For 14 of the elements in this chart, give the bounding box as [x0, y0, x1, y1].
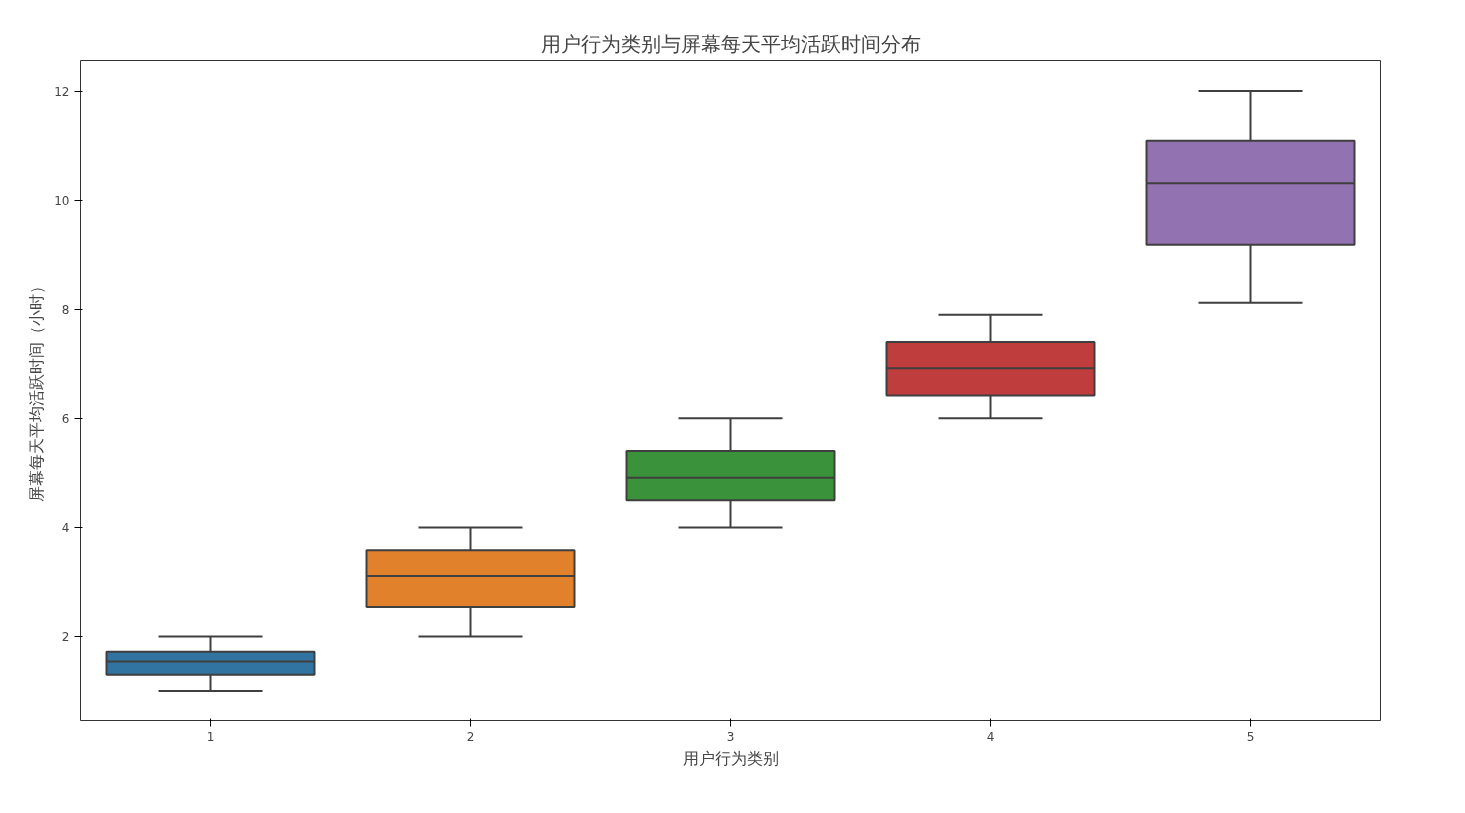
chart-title: 用户行为类别与屏幕每天平均活跃时间分布	[540, 31, 921, 56]
x-tick-label: 2	[466, 729, 475, 744]
y-tick-label: 8	[61, 302, 70, 317]
y-tick-label: 2	[61, 630, 70, 644]
y-tick-label: 12	[54, 84, 70, 99]
x-tick-label: 5	[1246, 729, 1255, 744]
y-axis-title: 屏幕每天平均活跃时间（小时）	[27, 278, 47, 503]
y-tick-label: 10	[54, 193, 70, 208]
x-tick-label: 1	[206, 729, 215, 744]
x-tick-label: 4	[986, 729, 995, 744]
x-axis-title: 用户行为类别	[682, 748, 779, 768]
y-tick-label: 4	[61, 520, 70, 535]
x-tick-label: 3	[726, 729, 735, 744]
y-tick-label: 6	[61, 411, 70, 426]
